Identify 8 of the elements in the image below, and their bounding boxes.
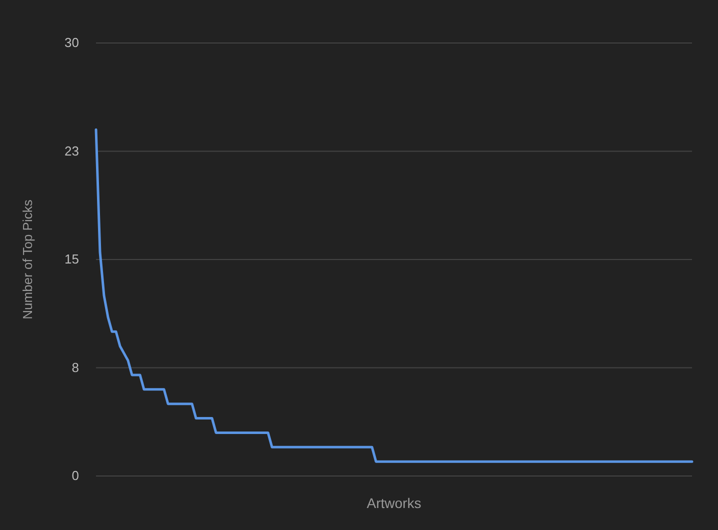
y-tick-label: 8 — [72, 360, 79, 375]
y-tick-label: 0 — [72, 468, 79, 484]
y-tick-label: 23 — [64, 143, 79, 158]
y-tick-label: 15 — [64, 252, 79, 267]
y-tick-label: 30 — [64, 35, 79, 50]
line-series — [94, 128, 694, 463]
y-axis-title: Number of Top Picks — [20, 199, 35, 320]
x-axis-title: Artworks — [366, 495, 422, 511]
